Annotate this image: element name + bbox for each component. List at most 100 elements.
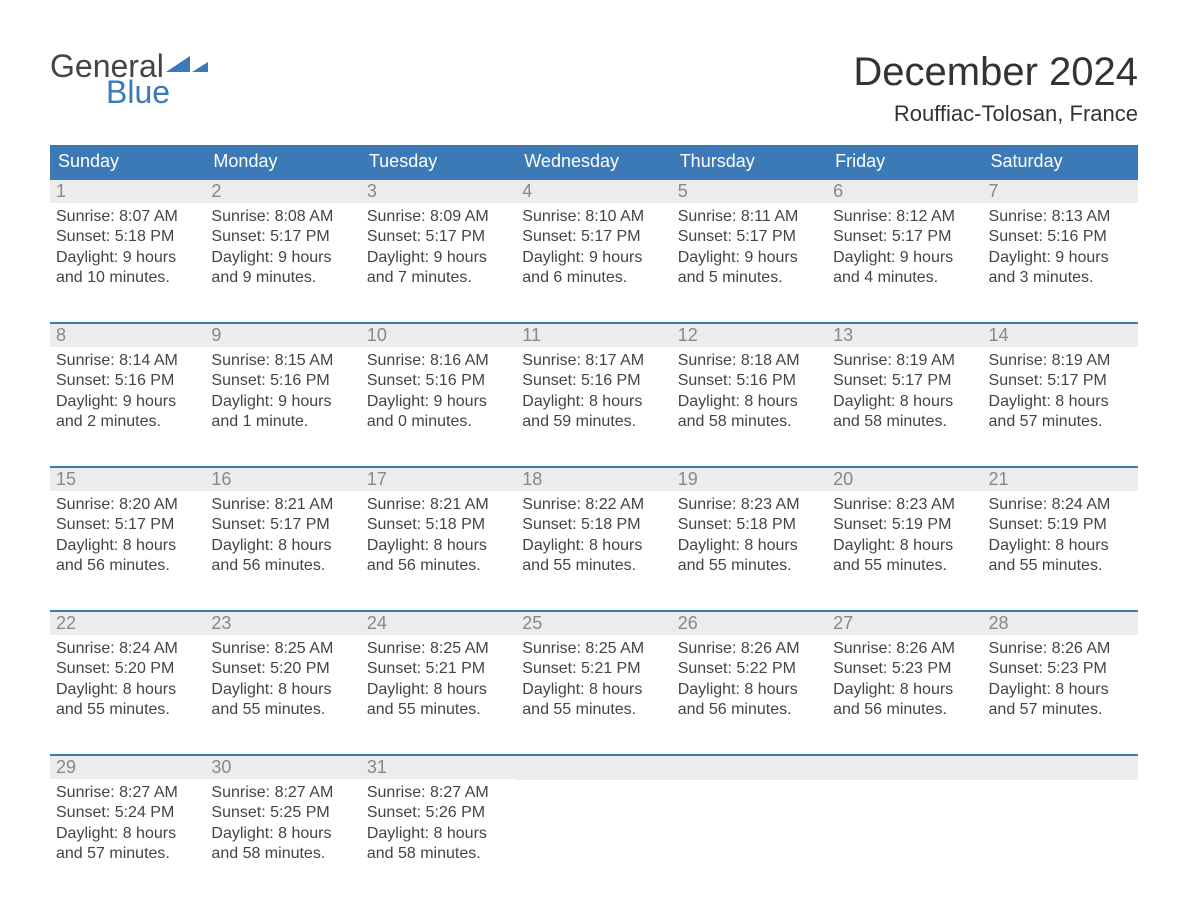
cell-body: Sunrise: 8:07 AMSunset: 5:18 PMDaylight:… xyxy=(50,203,205,289)
cell-daylight2: and 1 minute. xyxy=(211,412,354,432)
cell-body: Sunrise: 8:19 AMSunset: 5:17 PMDaylight:… xyxy=(983,347,1138,433)
cell-body: Sunrise: 8:21 AMSunset: 5:18 PMDaylight:… xyxy=(361,491,516,577)
cell-daylight1: Daylight: 8 hours xyxy=(211,680,354,700)
cell-daylight1: Daylight: 9 hours xyxy=(989,248,1132,268)
day-header-mon: Monday xyxy=(205,145,360,178)
cell-sunset: Sunset: 5:22 PM xyxy=(678,659,821,679)
cell-date: 13 xyxy=(827,324,982,347)
calendar-cell: 27Sunrise: 8:26 AMSunset: 5:23 PMDayligh… xyxy=(827,612,982,732)
cell-date: 14 xyxy=(983,324,1138,347)
cell-daylight2: and 55 minutes. xyxy=(522,700,665,720)
cell-daylight1: Daylight: 9 hours xyxy=(56,392,199,412)
calendar-cell xyxy=(983,756,1138,876)
cell-sunrise: Sunrise: 8:22 AM xyxy=(522,495,665,515)
cell-body: Sunrise: 8:25 AMSunset: 5:21 PMDaylight:… xyxy=(361,635,516,721)
cell-body: Sunrise: 8:26 AMSunset: 5:23 PMDaylight:… xyxy=(983,635,1138,721)
cell-sunset: Sunset: 5:16 PM xyxy=(367,371,510,391)
cell-daylight1: Daylight: 8 hours xyxy=(367,536,510,556)
cell-sunrise: Sunrise: 8:07 AM xyxy=(56,207,199,227)
cell-sunset: Sunset: 5:16 PM xyxy=(522,371,665,391)
cell-sunrise: Sunrise: 8:23 AM xyxy=(678,495,821,515)
calendar-cell: 22Sunrise: 8:24 AMSunset: 5:20 PMDayligh… xyxy=(50,612,205,732)
day-header-tue: Tuesday xyxy=(361,145,516,178)
cell-date: 22 xyxy=(50,612,205,635)
calendar-cell: 14Sunrise: 8:19 AMSunset: 5:17 PMDayligh… xyxy=(983,324,1138,444)
cell-date: 8 xyxy=(50,324,205,347)
cell-sunset: Sunset: 5:18 PM xyxy=(367,515,510,535)
cell-daylight1: Daylight: 8 hours xyxy=(678,536,821,556)
cell-body: Sunrise: 8:11 AMSunset: 5:17 PMDaylight:… xyxy=(672,203,827,289)
cell-daylight1: Daylight: 9 hours xyxy=(367,392,510,412)
cell-daylight1: Daylight: 8 hours xyxy=(367,824,510,844)
cell-sunrise: Sunrise: 8:14 AM xyxy=(56,351,199,371)
cell-sunrise: Sunrise: 8:24 AM xyxy=(56,639,199,659)
cell-sunrise: Sunrise: 8:25 AM xyxy=(211,639,354,659)
cell-daylight2: and 55 minutes. xyxy=(678,556,821,576)
cell-sunrise: Sunrise: 8:26 AM xyxy=(678,639,821,659)
calendar-cell xyxy=(516,756,671,876)
cell-daylight1: Daylight: 9 hours xyxy=(56,248,199,268)
cell-daylight2: and 9 minutes. xyxy=(211,268,354,288)
logo-shape-icon xyxy=(166,52,208,76)
cell-date xyxy=(983,756,1138,780)
cell-sunset: Sunset: 5:20 PM xyxy=(56,659,199,679)
cell-daylight1: Daylight: 8 hours xyxy=(522,392,665,412)
cell-daylight2: and 58 minutes. xyxy=(833,412,976,432)
cell-sunset: Sunset: 5:17 PM xyxy=(56,515,199,535)
cell-daylight1: Daylight: 8 hours xyxy=(678,680,821,700)
calendar-cell: 19Sunrise: 8:23 AMSunset: 5:18 PMDayligh… xyxy=(672,468,827,588)
cell-sunrise: Sunrise: 8:17 AM xyxy=(522,351,665,371)
cell-sunset: Sunset: 5:16 PM xyxy=(989,227,1132,247)
cell-sunrise: Sunrise: 8:21 AM xyxy=(211,495,354,515)
cell-date: 28 xyxy=(983,612,1138,635)
cell-daylight1: Daylight: 8 hours xyxy=(56,824,199,844)
cell-sunset: Sunset: 5:16 PM xyxy=(56,371,199,391)
cell-sunset: Sunset: 5:18 PM xyxy=(56,227,199,247)
calendar-cell: 17Sunrise: 8:21 AMSunset: 5:18 PMDayligh… xyxy=(361,468,516,588)
cell-body: Sunrise: 8:16 AMSunset: 5:16 PMDaylight:… xyxy=(361,347,516,433)
cell-sunset: Sunset: 5:17 PM xyxy=(211,227,354,247)
title-block: December 2024 Rouffiac-Tolosan, France xyxy=(853,50,1138,127)
cell-body: Sunrise: 8:27 AMSunset: 5:25 PMDaylight:… xyxy=(205,779,360,865)
cell-daylight1: Daylight: 9 hours xyxy=(522,248,665,268)
cell-sunset: Sunset: 5:17 PM xyxy=(522,227,665,247)
cell-date: 12 xyxy=(672,324,827,347)
cell-sunset: Sunset: 5:23 PM xyxy=(833,659,976,679)
cell-sunrise: Sunrise: 8:23 AM xyxy=(833,495,976,515)
cell-body: Sunrise: 8:25 AMSunset: 5:21 PMDaylight:… xyxy=(516,635,671,721)
calendar-cell: 9Sunrise: 8:15 AMSunset: 5:16 PMDaylight… xyxy=(205,324,360,444)
cell-sunset: Sunset: 5:21 PM xyxy=(367,659,510,679)
cell-body: Sunrise: 8:27 AMSunset: 5:26 PMDaylight:… xyxy=(361,779,516,865)
cell-date: 31 xyxy=(361,756,516,779)
cell-date: 7 xyxy=(983,180,1138,203)
calendar-cell xyxy=(827,756,982,876)
cell-daylight2: and 58 minutes. xyxy=(367,844,510,864)
cell-body: Sunrise: 8:18 AMSunset: 5:16 PMDaylight:… xyxy=(672,347,827,433)
cell-daylight1: Daylight: 9 hours xyxy=(211,392,354,412)
cell-body: Sunrise: 8:08 AMSunset: 5:17 PMDaylight:… xyxy=(205,203,360,289)
cell-body: Sunrise: 8:12 AMSunset: 5:17 PMDaylight:… xyxy=(827,203,982,289)
cell-daylight2: and 4 minutes. xyxy=(833,268,976,288)
cell-date xyxy=(827,756,982,780)
cell-daylight1: Daylight: 8 hours xyxy=(989,536,1132,556)
cell-sunrise: Sunrise: 8:20 AM xyxy=(56,495,199,515)
cell-daylight2: and 56 minutes. xyxy=(211,556,354,576)
cell-sunrise: Sunrise: 8:25 AM xyxy=(367,639,510,659)
cell-daylight2: and 2 minutes. xyxy=(56,412,199,432)
calendar-cell: 11Sunrise: 8:17 AMSunset: 5:16 PMDayligh… xyxy=(516,324,671,444)
cell-sunrise: Sunrise: 8:16 AM xyxy=(367,351,510,371)
cell-body: Sunrise: 8:19 AMSunset: 5:17 PMDaylight:… xyxy=(827,347,982,433)
cell-daylight2: and 6 minutes. xyxy=(522,268,665,288)
page-title: December 2024 xyxy=(853,50,1138,95)
cell-sunset: Sunset: 5:17 PM xyxy=(833,227,976,247)
cell-sunrise: Sunrise: 8:27 AM xyxy=(367,783,510,803)
cell-date: 2 xyxy=(205,180,360,203)
cell-body: Sunrise: 8:13 AMSunset: 5:16 PMDaylight:… xyxy=(983,203,1138,289)
cell-date: 27 xyxy=(827,612,982,635)
cell-sunset: Sunset: 5:17 PM xyxy=(678,227,821,247)
calendar-cell: 18Sunrise: 8:22 AMSunset: 5:18 PMDayligh… xyxy=(516,468,671,588)
logo-text-blue: Blue xyxy=(106,76,208,108)
calendar-cell: 8 Sunrise: 8:14 AMSunset: 5:16 PMDaylight… xyxy=(50,324,205,444)
cell-daylight1: Daylight: 8 hours xyxy=(522,680,665,700)
calendar-cell: 21Sunrise: 8:24 AMSunset: 5:19 PMDayligh… xyxy=(983,468,1138,588)
